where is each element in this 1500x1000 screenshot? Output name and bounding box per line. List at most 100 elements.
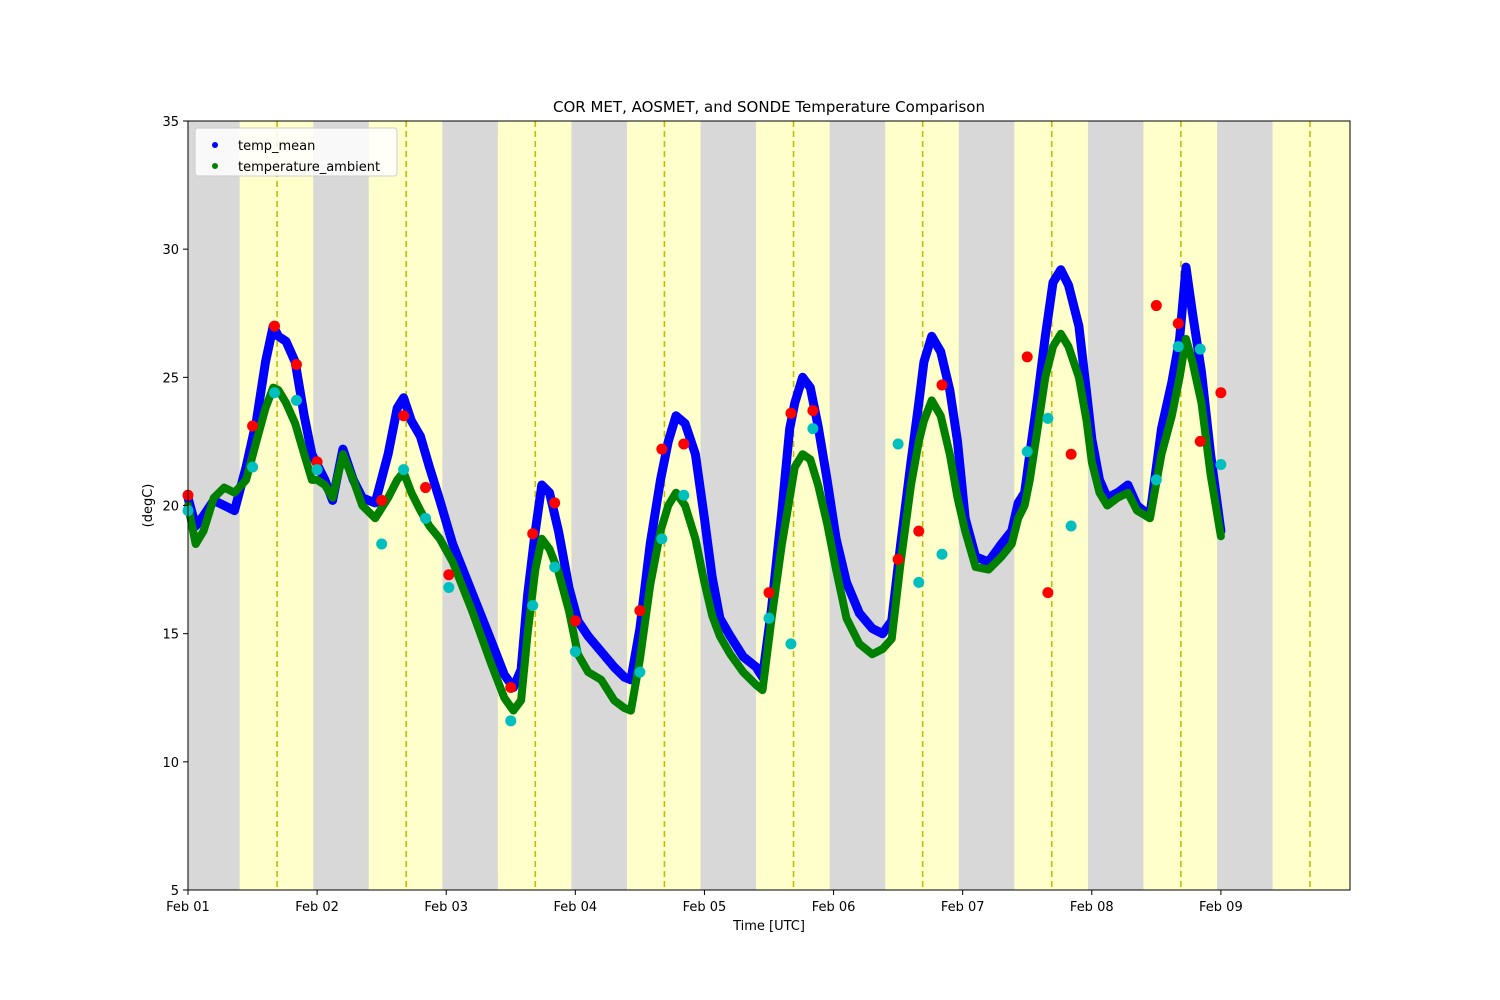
point-temperature_ambient-102	[1125, 490, 1131, 496]
point-temp_mean-56	[717, 615, 723, 621]
point-temperature_ambient-55	[709, 613, 715, 619]
point-temp_mean-32	[501, 672, 507, 678]
point-temperature_ambient-57	[727, 651, 733, 657]
x-tick-label-8: Feb 09	[1199, 900, 1243, 915]
point-sonde-2-28	[1215, 387, 1227, 399]
point-temperature_ambient-73	[880, 646, 886, 652]
point-sonde-3-18	[807, 423, 819, 435]
point-sonde-3-13	[634, 666, 646, 678]
point-temperature_ambient-1	[193, 541, 199, 547]
series-sonde-2	[182, 300, 1227, 693]
x-axis-ticks: Feb 01 Feb 02 Feb 03 Feb 04 Feb 05 Feb 06 Feb …	[166, 890, 1243, 915]
point-sonde-3-27	[1194, 343, 1206, 355]
y-tick-label-6: 35	[162, 115, 179, 130]
point-temp_mean-39	[556, 528, 562, 534]
point-temp_mean-96	[1076, 323, 1082, 329]
point-sonde-3-7	[420, 512, 432, 524]
point-sonde-2-27	[1194, 435, 1206, 447]
point-temp_mean-27	[426, 464, 432, 470]
point-temp_mean-70	[843, 579, 849, 585]
chart-title: COR MET, AOSMET, and SONDE Temperature C…	[553, 98, 985, 116]
point-temperature_ambient-35	[525, 631, 531, 637]
y-tick-label-3: 20	[162, 500, 179, 515]
point-temperature_ambient-59	[753, 682, 759, 688]
point-temp_mean-110	[1199, 369, 1205, 375]
point-sonde-2-19	[892, 553, 904, 565]
point-sonde-3-21	[936, 548, 948, 560]
point-temp_mean-31	[488, 638, 494, 644]
point-sonde-2-5	[376, 494, 388, 506]
point-sonde-3-4	[311, 464, 323, 476]
point-temperature_ambient-23	[394, 477, 400, 483]
point-temp_mean-11	[283, 338, 289, 344]
point-temperature_ambient-27	[426, 523, 432, 529]
point-temperature_ambient-82	[955, 495, 961, 501]
point-sonde-3-12	[569, 646, 581, 658]
point-temperature_ambient-53	[692, 536, 698, 542]
point-temperature_ambient-54	[701, 579, 707, 585]
point-temp_mean-28	[437, 497, 443, 503]
point-temp_mean-8	[262, 359, 268, 365]
point-temperature_ambient-48	[647, 582, 653, 588]
point-temp_mean-53	[692, 451, 698, 457]
point-temperature_ambient-109	[1189, 359, 1195, 365]
point-temperature_ambient-21	[372, 515, 378, 521]
y-axis-ticks: 5 10 15 20 25 30 35	[162, 115, 188, 899]
series-temperature_ambient	[184, 329, 1225, 715]
point-temp_mean-43	[598, 649, 604, 655]
point-temperature_ambient-34	[518, 697, 524, 703]
point-sonde-3-9	[505, 715, 517, 727]
x-axis-label: Time [UTC]	[732, 919, 805, 934]
point-temperature_ambient-2	[200, 528, 206, 534]
point-sonde-2-9	[505, 681, 517, 693]
legend-marker-temperature_ambient	[212, 163, 218, 169]
point-temperature_ambient-110	[1199, 400, 1205, 406]
point-temperature_ambient-83	[962, 528, 968, 534]
point-sonde-3-28	[1215, 458, 1227, 470]
point-temp_mean-93	[1050, 279, 1056, 285]
daylight-band-8	[1272, 121, 1350, 890]
point-sonde-2-7	[420, 482, 432, 494]
point-temp_mean-4	[221, 503, 227, 508]
point-temperature_ambient-47	[637, 656, 643, 662]
point-sonde-2-12	[569, 615, 581, 627]
x-tick-label-1: Feb 02	[295, 900, 339, 915]
point-temp_mean-81	[947, 387, 953, 393]
series-sonde-3	[182, 341, 1227, 727]
point-temperature_ambient-37	[539, 536, 545, 542]
x-tick-label-4: Feb 05	[683, 900, 727, 915]
point-temp_mean-57	[727, 633, 733, 639]
y-tick-label-5: 30	[162, 243, 179, 258]
point-temperature_ambient-105	[1158, 451, 1164, 457]
point-temperature_ambient-52	[682, 503, 688, 508]
point-temp_mean-66	[807, 385, 813, 391]
point-temperature_ambient-33	[510, 708, 516, 714]
point-temperature_ambient-51	[673, 490, 679, 496]
point-temperature_ambient-30	[469, 608, 475, 614]
point-sonde-2-1	[247, 420, 259, 432]
point-sonde-2-2	[269, 320, 281, 332]
point-temperature_ambient-29	[450, 559, 456, 565]
point-temperature_ambient-104	[1147, 515, 1153, 521]
legend-box	[194, 127, 398, 177]
legend-label-temperature_ambient: temperature_ambient	[238, 160, 380, 175]
point-sonde-3-3	[290, 394, 302, 406]
point-temp_mean-59	[753, 664, 759, 670]
y-tick-label-1: 10	[162, 756, 179, 771]
point-temp_mean-5	[231, 508, 237, 514]
y-axis-label: (degC)	[141, 484, 156, 528]
point-temp_mean-40	[566, 585, 572, 591]
point-sonde-3-26	[1172, 341, 1184, 353]
point-temperature_ambient-50	[665, 503, 671, 508]
point-temp_mean-13	[301, 413, 307, 419]
point-temperature_ambient-62	[779, 541, 785, 547]
point-temp_mean-79	[929, 333, 935, 339]
point-temp_mean-55	[709, 574, 715, 580]
point-temperature_ambient-43	[598, 677, 604, 683]
legend-label-temp_mean: temp_mean	[238, 139, 315, 154]
point-temperature_ambient-4	[221, 485, 227, 491]
point-temp_mean-63	[787, 426, 793, 432]
point-temp_mean-48	[647, 541, 653, 547]
point-sonde-3-15	[678, 489, 690, 501]
